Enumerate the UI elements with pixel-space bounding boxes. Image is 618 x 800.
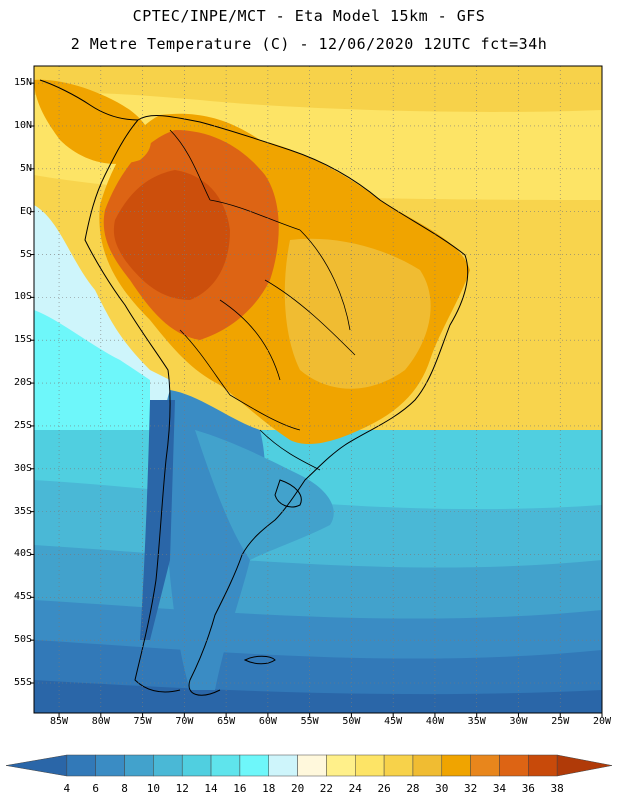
lon-label: 60W xyxy=(258,716,277,727)
colorbar-swatch xyxy=(66,754,96,777)
colorbar-value-label: 16 xyxy=(233,782,247,795)
lat-label: 30S xyxy=(13,462,32,474)
colorbar-swatch xyxy=(355,754,385,777)
lat-label: 25S xyxy=(13,419,32,431)
colorbar-swatch xyxy=(441,754,471,777)
lon-label: 50W xyxy=(342,716,361,727)
lon-label: 25W xyxy=(551,716,570,727)
colorbar-arrow-right xyxy=(556,754,613,777)
lon-label: 85W xyxy=(50,716,69,727)
colorbar-arrow-left xyxy=(5,754,68,777)
map-frame xyxy=(33,65,603,714)
field-southern-band6 xyxy=(34,680,602,713)
colorbar-value-label: 26 xyxy=(377,782,391,795)
lon-label: 80W xyxy=(91,716,110,727)
lat-label: 5S xyxy=(19,248,32,260)
lon-label: 40W xyxy=(425,716,444,727)
colorbar-value-label: 36 xyxy=(521,782,535,795)
temperature-field xyxy=(34,66,602,713)
coastlines xyxy=(39,79,469,696)
colorbar-swatch xyxy=(412,754,443,777)
lon-label: 70W xyxy=(175,716,194,727)
colorbar-swatch xyxy=(499,754,529,777)
land-highlands xyxy=(284,238,431,389)
colorbar-value-label: 6 xyxy=(92,782,99,795)
lat-label: 40S xyxy=(13,548,32,560)
colorbar-value-label: 8 xyxy=(121,782,128,795)
colorbar-value-label: 24 xyxy=(348,782,362,795)
colorbar-value-label: 10 xyxy=(146,782,160,795)
colorbar-swatch xyxy=(239,754,269,777)
national-borders xyxy=(169,129,356,471)
colorbar-swatch xyxy=(268,754,298,777)
colorbar-value-label: 22 xyxy=(319,782,334,795)
lon-label: 75W xyxy=(133,716,152,727)
colorbar-value-label: 20 xyxy=(290,782,305,795)
colorbar-swatch xyxy=(297,754,327,777)
falklands xyxy=(243,655,276,665)
lat-label: EQ xyxy=(19,205,32,217)
colorbar-value-label: 38 xyxy=(550,782,564,795)
uruguay-outline xyxy=(274,479,302,508)
atlantic-coastline xyxy=(137,115,469,696)
lat-label: 15S xyxy=(13,334,32,346)
colorbar-swatch xyxy=(383,754,414,777)
pacific-coastline xyxy=(84,119,181,693)
lon-label: 45W xyxy=(384,716,403,727)
lon-label: 30W xyxy=(509,716,528,727)
colorbar-swatch xyxy=(181,754,212,777)
lat-label: 50S xyxy=(13,634,32,646)
lat-label: 10N xyxy=(13,119,32,131)
colorbar-swatch xyxy=(528,754,558,777)
colorbar-swatch xyxy=(95,754,125,777)
lat-label: 10S xyxy=(13,291,32,303)
lat-label: 20S xyxy=(13,377,32,389)
colorbar-value-label: 30 xyxy=(435,782,449,795)
map-title-line2: 2 Metre Temperature (C) - 12/06/2020 12U… xyxy=(70,35,548,53)
colorbar-value-label: 28 xyxy=(406,782,420,795)
colorbar-value-label: 14 xyxy=(204,782,218,795)
colorbar-swatch xyxy=(326,754,356,777)
field-caribbean xyxy=(34,66,602,112)
colorbar-value-label: 12 xyxy=(175,782,189,795)
lon-label: 35W xyxy=(467,716,486,727)
colorbar-swatch xyxy=(124,754,154,777)
lat-label: 15N xyxy=(13,77,32,89)
lon-label: 55W xyxy=(300,716,319,727)
lat-label: 45S xyxy=(13,591,32,603)
colorbar-value-label: 34 xyxy=(492,782,507,795)
lat-label: 55S xyxy=(13,677,32,688)
lon-label: 65W xyxy=(217,716,236,727)
colorbar xyxy=(5,754,613,777)
lon-label: 20W xyxy=(592,716,612,727)
colorbar-value-label: 32 xyxy=(464,782,478,795)
land-hottest xyxy=(113,170,230,300)
colorbar-swatch xyxy=(470,754,500,777)
land-pampas xyxy=(195,430,334,560)
lat-label: 5N xyxy=(19,162,32,174)
central-america-coast xyxy=(39,79,139,121)
colorbar-value-label: 18 xyxy=(262,782,276,795)
colorbar-swatch xyxy=(210,754,241,777)
lat-label: 35S xyxy=(13,505,32,517)
colorbar-swatch xyxy=(153,754,183,777)
colorbar-value-label: 4 xyxy=(63,782,71,795)
graticule xyxy=(34,66,603,713)
axis-ticks xyxy=(30,82,603,717)
map-title-line1: CPTEC/INPE/MCT - Eta Model 15km - GFS xyxy=(132,7,486,25)
